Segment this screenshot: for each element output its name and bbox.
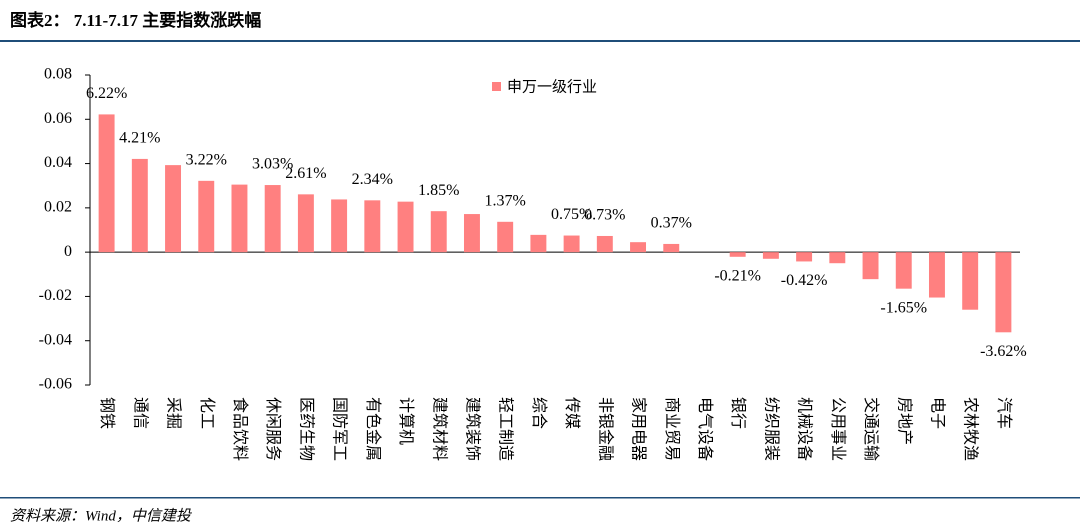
- header-rule: [0, 40, 1080, 42]
- y-tick-label: 0.02: [44, 199, 72, 216]
- data-label: 6.22%: [86, 85, 127, 102]
- data-label: 1.37%: [485, 192, 526, 209]
- x-tick-label: 传媒: [563, 397, 582, 429]
- bar: [198, 180, 215, 253]
- y-tick-label: -0.02: [39, 287, 72, 304]
- data-label: -0.21%: [714, 267, 761, 284]
- x-tick-label: 医药生物: [297, 397, 316, 461]
- x-tick-label: 农林牧渔: [962, 397, 981, 461]
- bar: [131, 158, 148, 253]
- x-tick-label: 机械设备: [796, 397, 815, 461]
- x-tick-label: 汽车: [995, 397, 1014, 429]
- x-tick-label: 非银金融: [596, 397, 615, 461]
- x-tick-label: 通信: [131, 397, 150, 429]
- x-tick-label: 轻工制造: [497, 397, 516, 461]
- data-label: 1.85%: [418, 182, 459, 199]
- data-label: -0.42%: [781, 272, 828, 289]
- y-tick-label: 0.06: [44, 110, 72, 127]
- bar: [231, 184, 248, 253]
- x-tick-label: 钢铁: [98, 397, 117, 429]
- y-tick-label: 0: [64, 243, 72, 260]
- bar: [430, 211, 447, 253]
- data-label: 3.22%: [186, 152, 227, 169]
- x-tick-label: 房地产: [895, 397, 914, 445]
- x-tick-label: 综合: [530, 397, 549, 429]
- bar: [596, 235, 613, 253]
- x-tick-label: 建筑装饰: [463, 397, 482, 461]
- data-label: 3.03%: [252, 156, 293, 173]
- bar: [297, 194, 314, 253]
- bar: [463, 214, 480, 253]
- bar: [264, 185, 281, 253]
- source-note: 资料来源：Wind，中信建投: [10, 507, 193, 524]
- data-label: -3.62%: [980, 343, 1027, 360]
- footer-rule: [0, 497, 1080, 499]
- bar: [563, 235, 580, 253]
- legend-swatch: [492, 82, 501, 91]
- bar: [364, 200, 381, 253]
- x-tick-label: 电气设备: [696, 397, 715, 461]
- x-tick-label: 休闲服务: [264, 397, 283, 461]
- x-tick-label: 商业贸易: [663, 397, 682, 461]
- bar: [995, 252, 1012, 333]
- bar: [895, 252, 912, 289]
- bar: [729, 252, 746, 257]
- x-tick-label: 食品饮料: [231, 397, 250, 461]
- bar: [962, 252, 979, 310]
- x-tick-label: 家用电器: [630, 397, 649, 461]
- data-label: -1.65%: [880, 299, 927, 316]
- data-label: 2.61%: [285, 165, 326, 182]
- x-tick-label: 银行: [729, 397, 748, 429]
- x-tick-label: 采掘: [165, 397, 184, 429]
- y-tick-label: 0.08: [44, 66, 72, 83]
- x-tick-label: 交通运输: [862, 397, 881, 461]
- bar: [796, 252, 813, 262]
- y-tick-label: 0.04: [44, 154, 72, 171]
- bar: [331, 199, 348, 253]
- data-label: 0.75%: [551, 206, 592, 223]
- bar: [663, 243, 680, 253]
- legend-label: 申万一级行业: [507, 78, 597, 96]
- x-tick-label: 公用事业: [829, 397, 848, 461]
- bar: [928, 252, 945, 298]
- data-label: 0.73%: [584, 207, 625, 224]
- chart-title: 图表2： 7.11-7.17 主要指数涨跌幅: [10, 10, 261, 30]
- y-tick-label: -0.04: [39, 331, 72, 348]
- bar: [397, 201, 414, 253]
- x-tick-label: 有色金属: [364, 397, 383, 461]
- bar: [762, 252, 779, 259]
- data-label: 2.34%: [352, 171, 393, 188]
- x-tick-label: 计算机: [397, 397, 416, 445]
- x-tick-label: 电子: [928, 397, 947, 429]
- x-tick-label: 建筑材料: [430, 397, 449, 461]
- data-label: 0.37%: [651, 215, 692, 232]
- x-tick-label: 化工: [198, 397, 217, 429]
- y-tick-label: -0.06: [39, 376, 72, 393]
- bar: [530, 234, 547, 253]
- bar: [630, 242, 647, 253]
- bar: [862, 252, 879, 280]
- bar: [98, 114, 115, 253]
- bar: [165, 165, 182, 253]
- x-tick-label: 纺织服装: [762, 397, 781, 461]
- bar: [497, 221, 514, 253]
- data-label: 4.21%: [119, 130, 160, 147]
- bar: [829, 252, 846, 264]
- x-tick-label: 国防军工: [331, 397, 350, 461]
